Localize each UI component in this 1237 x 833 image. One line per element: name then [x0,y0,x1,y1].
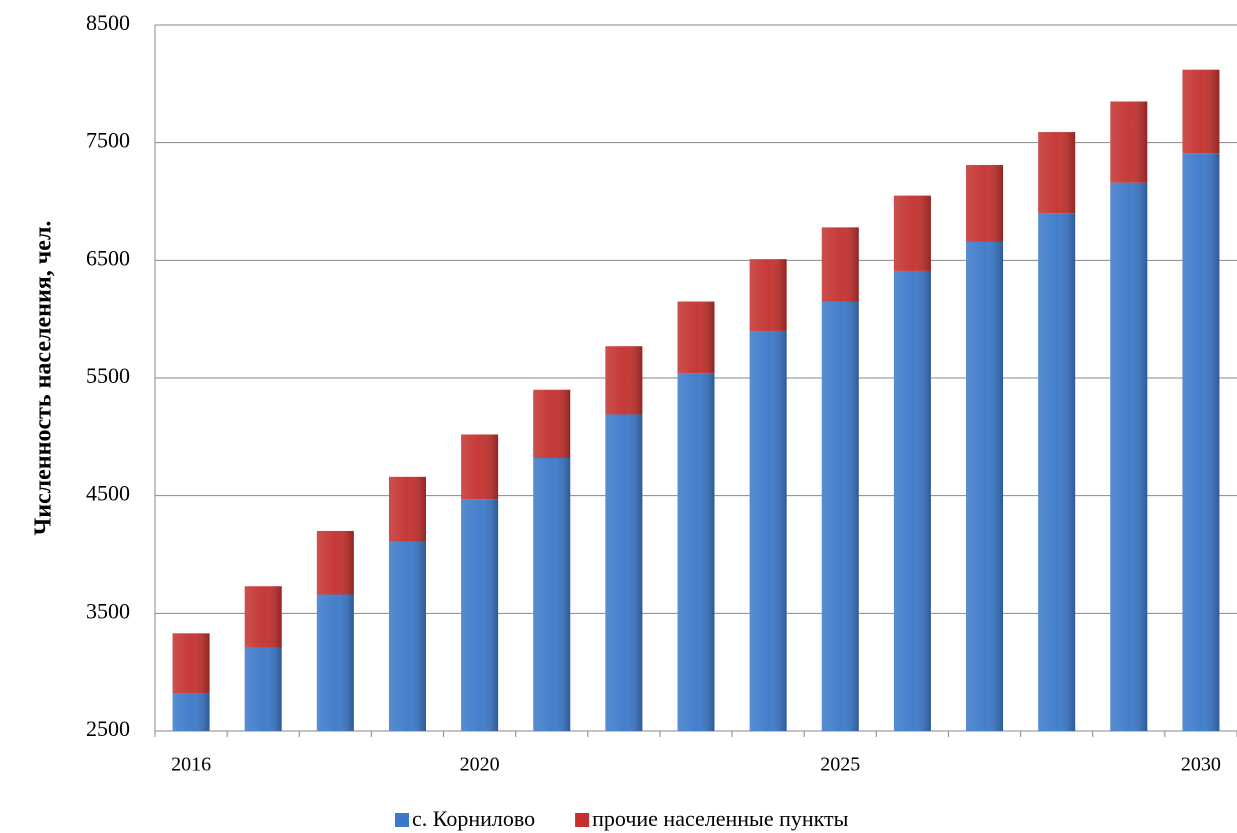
bar-shade [893,270,931,731]
bar-shade [821,301,859,731]
bar-shade [677,373,715,731]
legend-label: с. Корнилово [412,806,535,831]
bar-shade [1110,182,1148,731]
bar-shade [533,458,571,731]
legend-label: прочие населенные пункты [592,806,849,831]
y-tick-label: 2500 [86,716,130,741]
bar-shade [1182,153,1220,732]
bar-shade [749,259,787,331]
y-axis-title: Численность населения, чел. [31,221,57,536]
bar-shade [244,647,282,731]
bar-shade [172,693,210,731]
bar-shade [605,414,643,731]
bar-shade [533,389,571,459]
y-tick-label: 8500 [86,10,130,35]
bar-shade [605,346,643,415]
bar-shade [893,195,931,271]
bar-shade [244,586,282,648]
bar-shade [461,499,499,731]
y-tick-label: 5500 [86,363,130,388]
legend-swatch [575,813,590,827]
y-tick-label: 4500 [86,481,130,506]
y-tick-label: 3500 [86,598,130,623]
y-tick-label: 6500 [86,245,130,270]
bar-shade [1038,213,1076,731]
bar-shade [1110,101,1148,183]
x-tick-label: 2030 [1181,754,1221,776]
x-tick-label: 2025 [820,754,860,776]
bar-shade [1038,132,1076,214]
bar-shade [316,530,354,595]
legend-swatch [395,813,409,827]
bar-shade [388,476,426,542]
y-tick-label: 7500 [86,128,130,153]
legend: с. Корнилово прочие населенные пункты [395,806,849,831]
bar-shade [677,301,715,374]
bar-shade [966,165,1004,242]
bar-shade [1182,69,1220,154]
bar-shade [172,633,210,694]
x-tick-label: 2016 [171,754,211,776]
bar-shade [461,434,499,500]
bar-shade [821,227,859,302]
bar-shade [749,330,787,731]
x-tick-label: 2020 [460,754,500,776]
bar-shade [966,241,1004,732]
bar-shade [388,541,426,731]
bar-shade [316,594,354,731]
